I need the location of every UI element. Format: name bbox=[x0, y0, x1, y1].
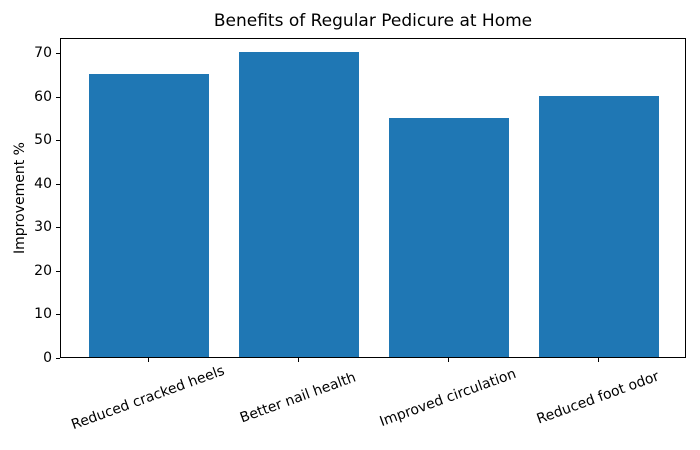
x-tick-mark bbox=[597, 358, 599, 362]
bar-reduced-foot-odor bbox=[538, 95, 659, 357]
y-tick-label: 60 bbox=[34, 88, 52, 105]
chart-title: Benefits of Regular Pedicure at Home bbox=[213, 11, 533, 31]
y-tick-mark bbox=[56, 270, 60, 272]
y-tick-label: 10 bbox=[34, 306, 52, 323]
y-tick-label: 70 bbox=[34, 45, 52, 62]
y-tick-label: 0 bbox=[43, 350, 52, 366]
y-tick-label: 40 bbox=[34, 175, 52, 192]
x-tick-mark bbox=[447, 358, 449, 362]
bar-better-nail-health bbox=[239, 52, 359, 357]
x-tick-label: Improved circulation bbox=[377, 365, 519, 431]
x-tick-label: Reduced foot odor bbox=[534, 368, 661, 428]
y-tick-label: 20 bbox=[34, 262, 52, 279]
y-tick-label: 30 bbox=[34, 219, 52, 236]
bar-improved-circulation bbox=[388, 117, 509, 357]
x-tick-label: Better nail health bbox=[238, 369, 359, 427]
x-tick-label: Reduced cracked heels bbox=[69, 362, 228, 434]
y-tick-mark bbox=[56, 358, 60, 359]
bar-reduced-cracked-heels bbox=[89, 74, 210, 357]
y-tick-mark bbox=[56, 314, 60, 316]
y-tick-mark bbox=[56, 53, 60, 55]
y-tick-mark bbox=[56, 183, 60, 185]
y-axis-label: Improvement % bbox=[12, 142, 28, 254]
y-tick-mark bbox=[56, 96, 60, 98]
plot-area bbox=[60, 38, 686, 358]
x-tick-mark bbox=[148, 358, 150, 362]
y-tick-mark bbox=[56, 227, 60, 229]
y-tick-mark bbox=[56, 140, 60, 142]
x-tick-mark bbox=[298, 358, 300, 362]
y-tick-label: 50 bbox=[34, 132, 52, 149]
